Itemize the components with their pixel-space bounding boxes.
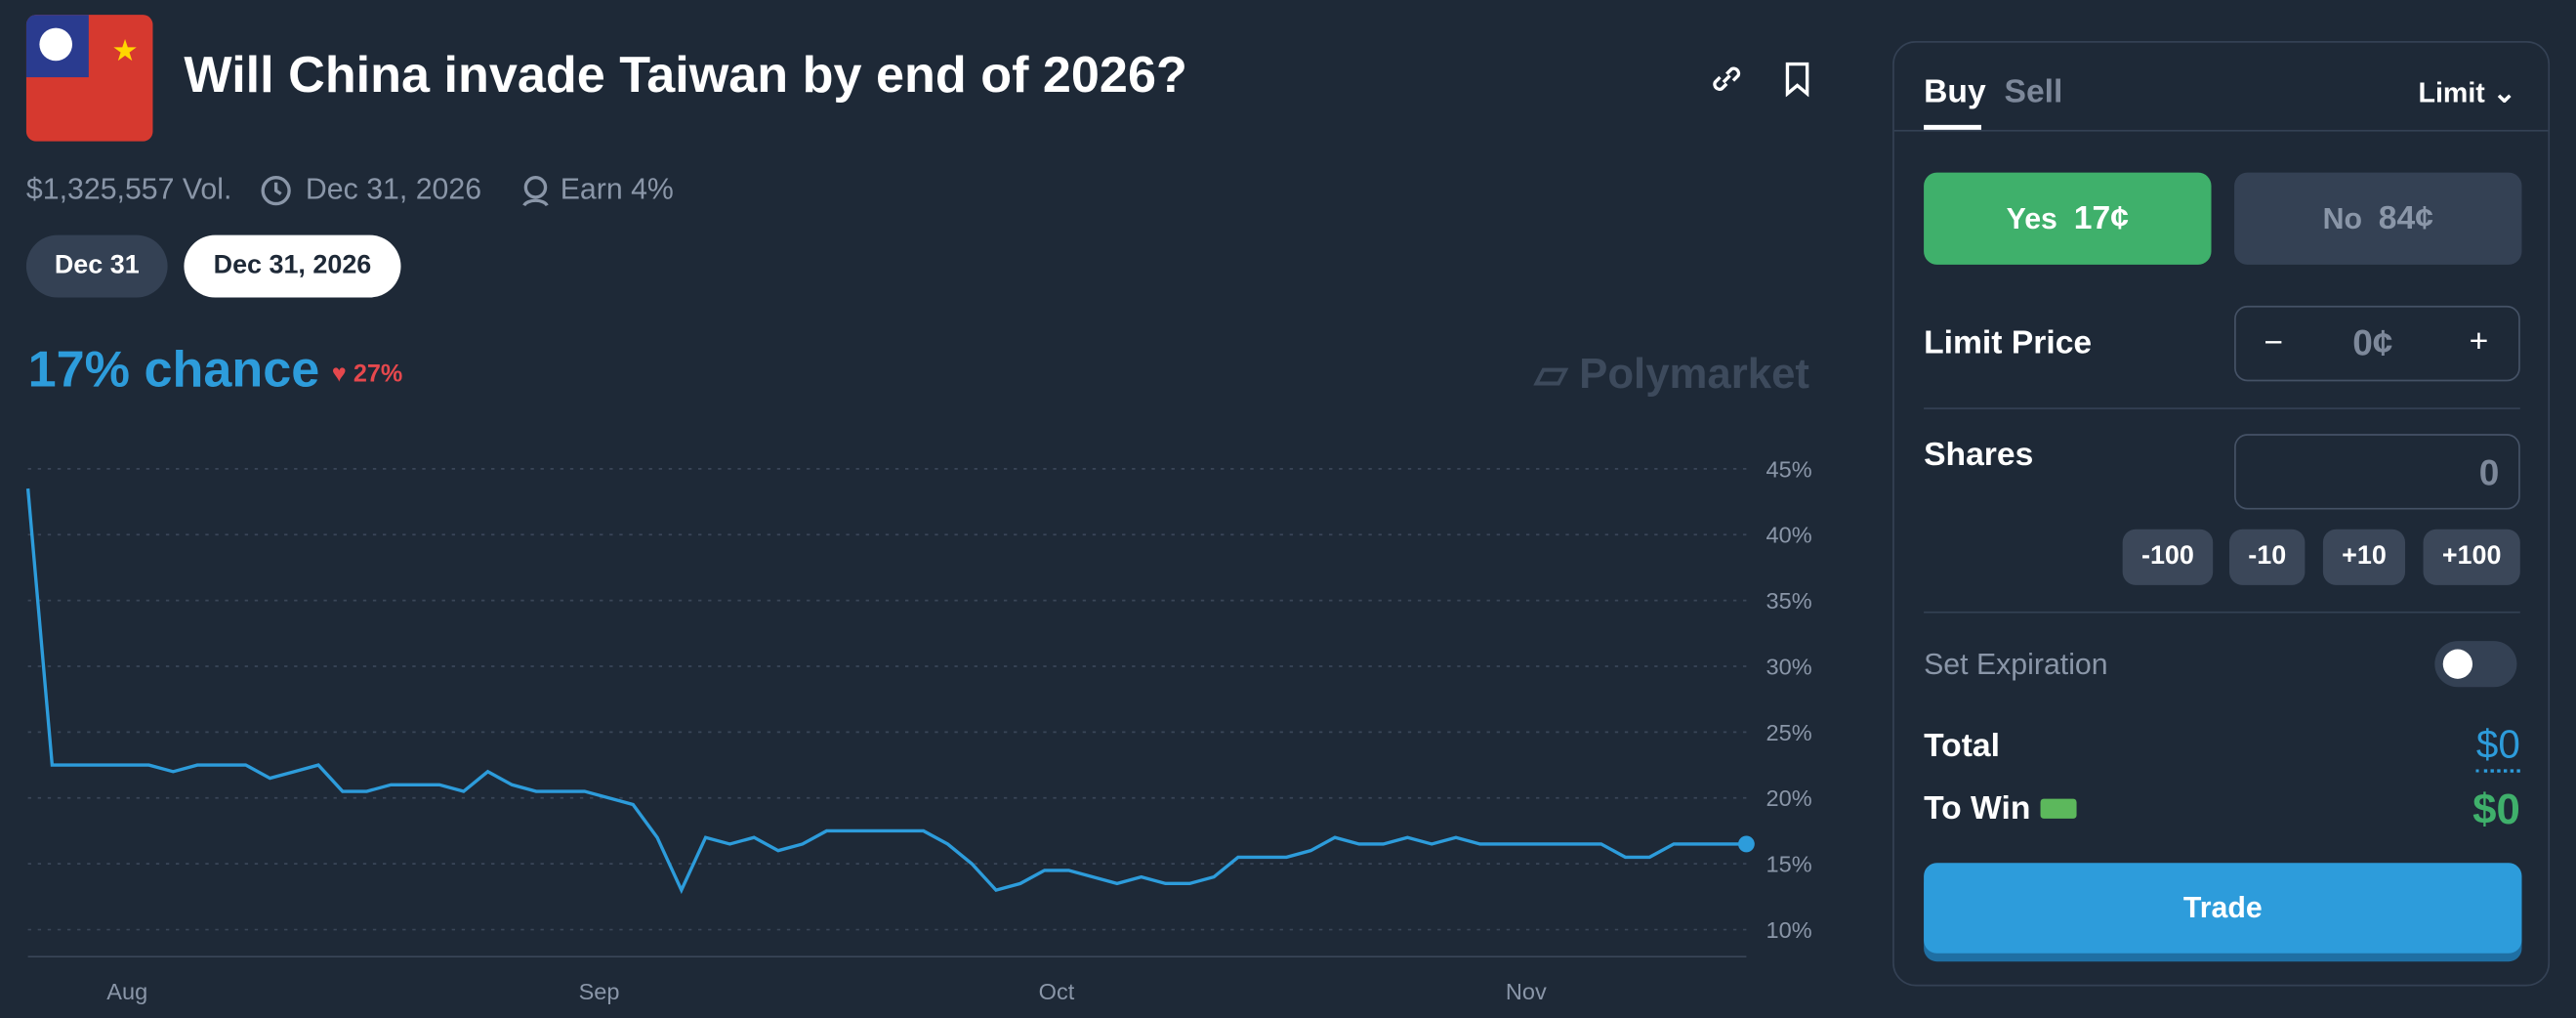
total-label: Total <box>1924 728 2000 765</box>
date-tab-active[interactable]: Dec 31, 2026 <box>184 234 401 298</box>
step-button[interactable]: -100 <box>2122 529 2214 585</box>
buy-tab[interactable]: Buy <box>1924 73 1986 110</box>
y-tick-label: 40% <box>1766 523 1812 548</box>
x-tick-label: Nov <box>1506 979 1547 1004</box>
y-tick-label: 15% <box>1766 852 1812 877</box>
y-tick-label: 10% <box>1766 917 1812 943</box>
y-tick-label: 30% <box>1766 654 1812 679</box>
x-tick-label: Sep <box>579 979 620 1004</box>
order-panel <box>1892 41 2551 987</box>
end-point <box>1737 835 1755 853</box>
total-value: $0 <box>2475 723 2520 773</box>
step-button[interactable]: -10 <box>2229 529 2306 585</box>
step-button[interactable]: +10 <box>2322 529 2406 585</box>
divider <box>1924 407 2520 409</box>
y-tick-label: 20% <box>1766 785 1812 811</box>
date-tab[interactable]: Dec 31 <box>25 234 168 298</box>
divider <box>1893 129 2549 132</box>
title: Will China invade Taiwan by end of 2026? <box>184 46 1187 104</box>
y-tick-label: 25% <box>1766 720 1812 745</box>
x-tick-label: Oct <box>1039 979 1075 1004</box>
yes-button[interactable]: Yes 17¢ <box>1924 172 2212 265</box>
plus[interactable]: + <box>2469 323 2489 361</box>
watermark-text: Polymarket <box>1579 348 1810 399</box>
minus[interactable]: − <box>2264 325 2284 362</box>
no-label: No <box>2322 201 2362 234</box>
yes-label: Yes <box>2006 201 2057 234</box>
y-tick-label: 35% <box>1766 588 1812 614</box>
step-button[interactable]: +100 <box>2423 529 2520 585</box>
chance: 17% chance <box>27 340 320 399</box>
chart: 10% 15% 20% 25% 30% 35% 40% 45% Aug Sep Oct Nov <box>25 456 1812 1004</box>
limit-label: Limit Price <box>1924 325 2093 362</box>
expiration-toggle[interactable] <box>2434 641 2517 688</box>
volume: $1,325,557 Vol. <box>25 172 232 206</box>
shares-label: Shares <box>1924 437 2034 474</box>
to-win-value: $0 <box>2472 784 2520 833</box>
line <box>25 488 1747 895</box>
shares-box[interactable] <box>2234 434 2520 510</box>
yes-price: 17¢ <box>2073 199 2129 236</box>
limit-value[interactable]: 0¢ <box>2352 321 2393 363</box>
no-price: 84¢ <box>2378 199 2433 236</box>
shares-value: 0 <box>2478 451 2500 493</box>
y-tick-label: 45% <box>1766 456 1812 482</box>
change-value: 27% <box>353 360 403 389</box>
to-win-label: To Win <box>1924 790 2076 828</box>
order-type-text: Limit <box>2418 77 2485 109</box>
limit-box <box>2234 305 2520 382</box>
chance-change: ♥ 27% <box>331 360 403 389</box>
sell-tab[interactable]: Sell <box>2004 73 2063 110</box>
link-icon[interactable] <box>1709 61 1745 97</box>
flag: ★ <box>25 15 153 142</box>
watermark: ▱ Polymarket <box>1534 348 1810 399</box>
earn-icon <box>522 176 549 207</box>
order-type[interactable]: Limit ⌄ <box>2418 77 2516 109</box>
earn: Earn 4% <box>560 172 674 206</box>
clock-icon <box>261 176 291 206</box>
bookmark-icon[interactable] <box>1781 61 1814 98</box>
buy-underline <box>1924 124 1981 130</box>
divider <box>1924 611 2520 614</box>
to-win-text: To Win <box>1924 790 2031 827</box>
expiration-label: Set Expiration <box>1924 647 2108 681</box>
trade-button[interactable]: Trade <box>1924 863 2522 954</box>
no-button[interactable]: No 84¢ <box>2234 172 2522 265</box>
end-date: Dec 31, 2026 <box>305 172 482 206</box>
x-tick-label: Aug <box>106 979 147 1004</box>
